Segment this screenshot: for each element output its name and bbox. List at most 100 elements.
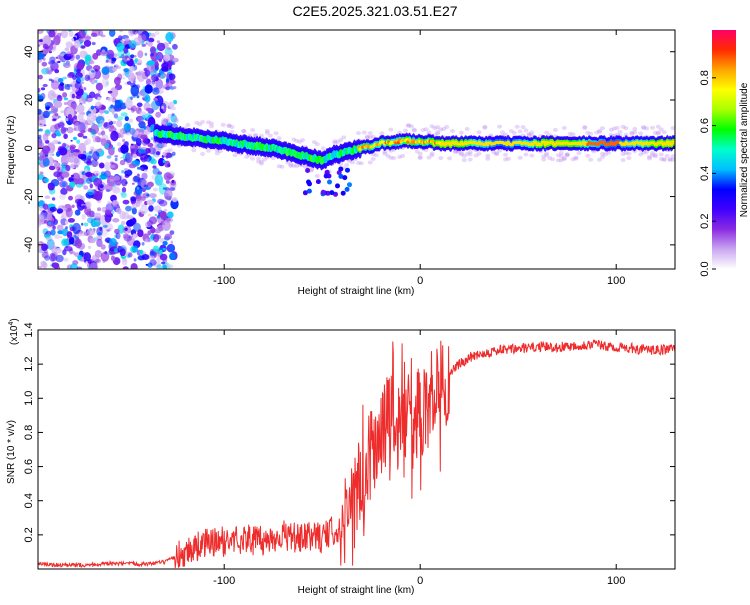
- noise-cell: [126, 215, 134, 220]
- halo-cell: [605, 150, 611, 155]
- colorbar-tick-label: 0.2: [699, 214, 711, 229]
- halo-cell: [597, 130, 602, 134]
- noise-cell: [68, 30, 74, 38]
- halo-cell: [408, 124, 414, 129]
- spectrogram-ticks: -100 0 100 -40 -20 0 20 40: [23, 30, 675, 287]
- noise-cell: [71, 93, 75, 99]
- halo-cell: [341, 135, 347, 140]
- halo-cell: [370, 134, 376, 139]
- noise-cell: [52, 118, 57, 121]
- halo-cell: [600, 151, 605, 156]
- halo-cell: [503, 157, 508, 162]
- halo-cell: [632, 130, 638, 135]
- noise-cell: [170, 114, 178, 123]
- noise-cell: [102, 224, 108, 228]
- noise-cell: [124, 37, 130, 42]
- noise-cell: [103, 214, 107, 218]
- noise-cell: [146, 60, 156, 66]
- noise-cell: [90, 149, 94, 153]
- noise-cell: [57, 121, 65, 128]
- noise-cell: [74, 82, 83, 89]
- halo-cell: [206, 148, 211, 153]
- noise-cell: [172, 197, 178, 203]
- halo-cell: [350, 160, 356, 165]
- halo-cell: [364, 135, 370, 140]
- halo-cell: [458, 151, 464, 156]
- halo-cell: [191, 148, 197, 153]
- noise-cell: [138, 121, 146, 129]
- noise-cell: [74, 238, 83, 249]
- noise-cell: [137, 116, 143, 122]
- noise-cell: [116, 120, 123, 128]
- halo-cell: [267, 133, 273, 138]
- scatter-cell: [327, 179, 332, 185]
- noise-cell: [155, 111, 162, 118]
- noise-cell: [83, 222, 89, 227]
- noise-cell: [163, 172, 172, 181]
- noise-cell: [114, 157, 118, 162]
- noise-cell: [86, 211, 92, 217]
- snr-multiplier: (x104): [8, 318, 20, 345]
- snr-y-axis-title: SNR (10 * v/v): [6, 420, 17, 484]
- halo-cell: [314, 173, 320, 178]
- halo-cell: [332, 140, 338, 145]
- halo-cell: [297, 139, 303, 144]
- halo-cell: [294, 138, 300, 143]
- halo-cell: [241, 129, 247, 134]
- noise-cell: [95, 101, 102, 109]
- noise-cell: [95, 173, 99, 177]
- noise-cell: [42, 133, 49, 142]
- noise-cell: [163, 53, 171, 62]
- noise-cell: [92, 151, 100, 161]
- noise-cell: [57, 55, 62, 60]
- noise-cell: [138, 148, 146, 154]
- spectrogram-y-axis-title: Frequency (Hz): [6, 116, 17, 185]
- noise-cell: [159, 210, 167, 220]
- noise-cell: [38, 265, 43, 269]
- noise-cell: [55, 254, 64, 263]
- noise-cell: [53, 100, 63, 109]
- scatter-cell: [340, 190, 346, 196]
- noise-cell: [45, 130, 50, 133]
- halo-cell: [667, 157, 673, 162]
- halo-cell: [561, 156, 567, 161]
- spectrogram-marks: [38, 30, 675, 269]
- halo-cell: [217, 149, 223, 154]
- halo-cell: [626, 151, 632, 156]
- noise-cell: [66, 156, 75, 163]
- noise-cell: [140, 179, 148, 189]
- halo-cell: [420, 128, 426, 132]
- noise-cell: [114, 234, 118, 239]
- halo-cell: [573, 156, 579, 161]
- noise-cell: [56, 32, 62, 39]
- noise-cell: [55, 167, 59, 170]
- snr-ytick-label: 1.0: [23, 391, 35, 406]
- noise-cell: [55, 60, 58, 63]
- noise-cell: [130, 263, 138, 269]
- scatter-cell: [338, 173, 344, 179]
- noise-cell: [103, 122, 111, 129]
- noise-cell: [131, 105, 137, 112]
- noise-cell: [66, 231, 73, 239]
- noise-cell: [104, 214, 112, 223]
- halo-cell: [220, 122, 226, 127]
- noise-cell: [120, 156, 123, 159]
- snr-xtick-label: 0: [417, 575, 423, 587]
- noise-cell: [71, 151, 79, 159]
- noise-cell: [170, 240, 174, 244]
- noise-cell: [82, 135, 88, 139]
- halo-cell: [620, 158, 626, 163]
- noise-cell: [48, 110, 53, 114]
- halo-cell: [623, 151, 629, 156]
- halo-cell: [544, 151, 550, 156]
- noise-cell: [158, 58, 162, 63]
- halo-cell: [561, 156, 567, 161]
- noise-cell: [89, 238, 96, 244]
- halo-cell: [623, 126, 629, 131]
- noise-cell: [149, 53, 154, 57]
- noise-cell: [144, 52, 148, 56]
- snr-xtick-label: 100: [607, 575, 625, 587]
- halo-cell: [485, 153, 491, 158]
- halo-cell: [435, 131, 441, 136]
- noise-cell: [69, 146, 75, 151]
